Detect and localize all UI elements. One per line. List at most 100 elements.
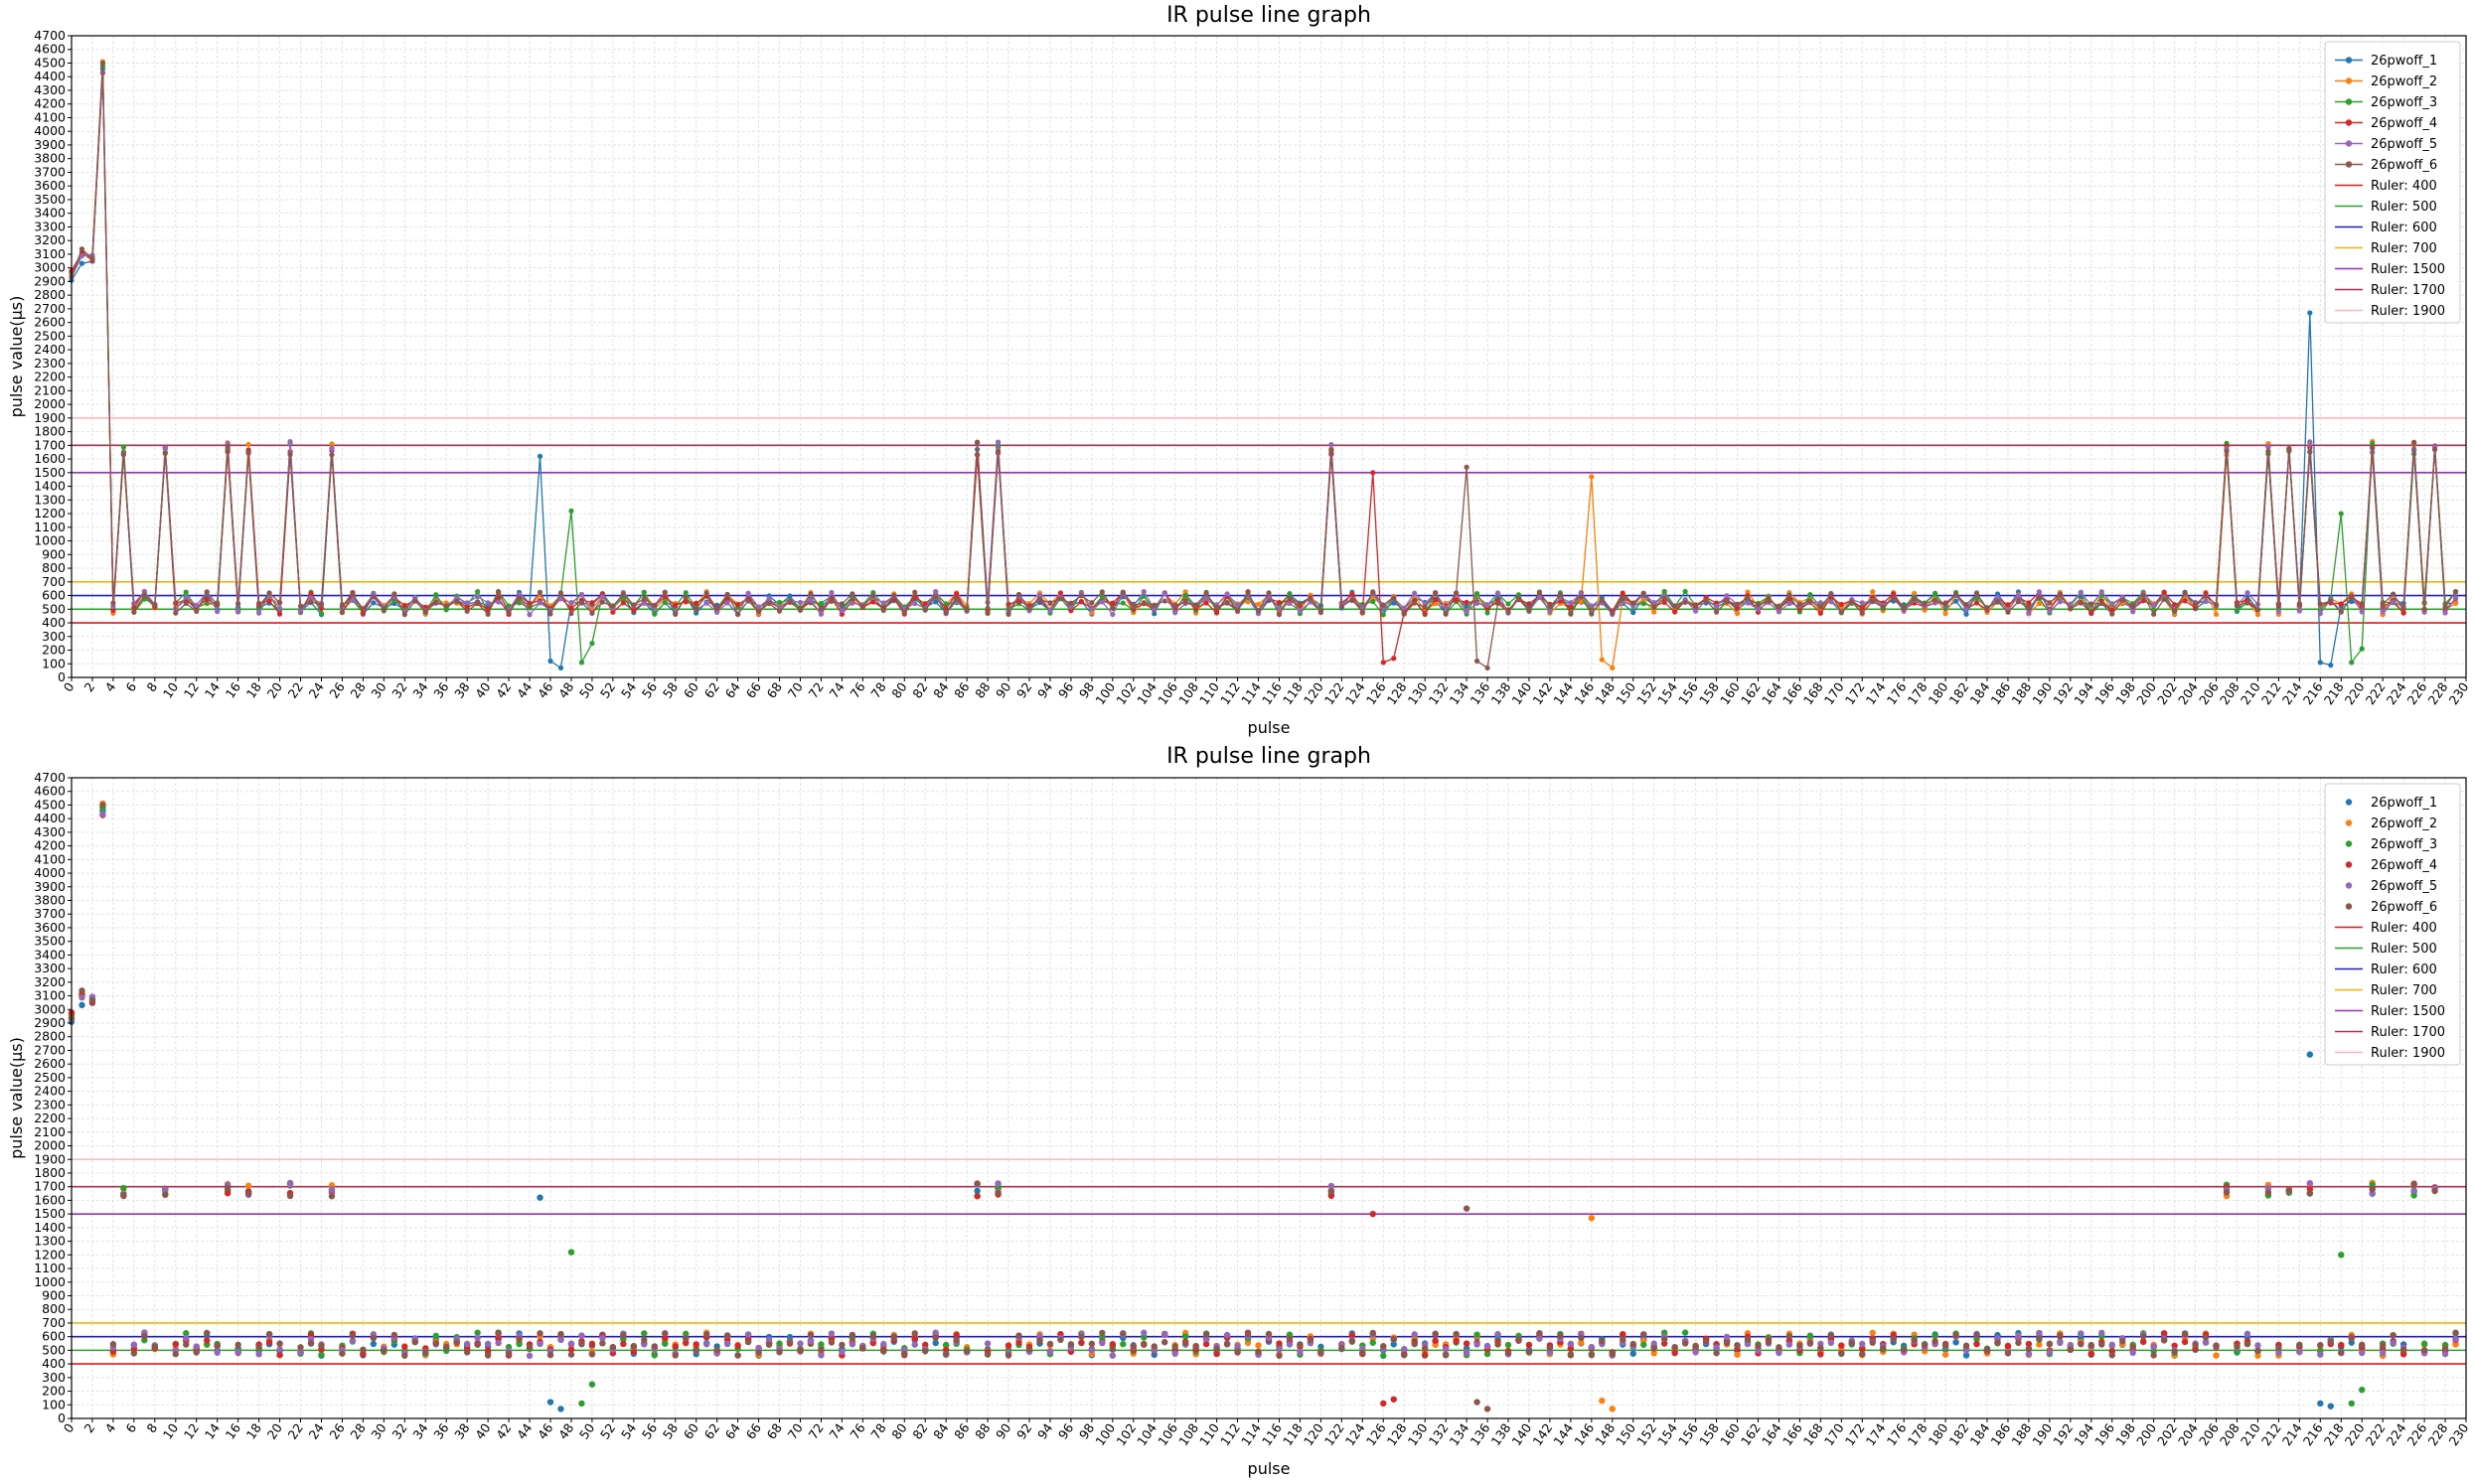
point-26pwoff_6 <box>1046 1340 1054 1348</box>
y-ticks: 0100200300400500600700800900100011001200… <box>34 28 72 684</box>
point-26pwoff_5 <box>2036 1330 2043 1337</box>
point-26pwoff_6 <box>2192 1342 2199 1349</box>
point-26pwoff_6 <box>2243 1340 2251 1348</box>
point-26pwoff_6 <box>1922 601 1928 607</box>
point-26pwoff_5 <box>1536 1335 1543 1342</box>
point-26pwoff_6 <box>2161 596 2167 602</box>
y-tick-label: 4600 <box>34 784 66 799</box>
point-26pwoff_3 <box>2234 607 2241 614</box>
y-tick-label: 3300 <box>34 961 66 975</box>
point-26pwoff_6 <box>78 246 85 252</box>
x-tick-label: 150 <box>1613 1420 1638 1448</box>
point-26pwoff_5 <box>235 608 241 614</box>
x-tick-label: 30 <box>368 1420 388 1442</box>
legend-label: 26pwoff_5 <box>2371 879 2437 894</box>
x-tick-label: 98 <box>1076 679 1097 701</box>
x-tick-label: 64 <box>722 1420 743 1442</box>
point-26pwoff_5 <box>2026 610 2032 616</box>
y-tick-label: 2700 <box>34 301 66 316</box>
point-26pwoff_6 <box>2202 1334 2210 1341</box>
point-26pwoff_2 <box>2036 600 2042 607</box>
legend-swatch-marker <box>2345 861 2353 868</box>
point-26pwoff_6 <box>2275 604 2281 610</box>
point-26pwoff_6 <box>1276 612 1283 618</box>
point-26pwoff_5 <box>1068 604 1074 610</box>
point-26pwoff_4 <box>1109 1341 1117 1348</box>
point-26pwoff_6 <box>1338 1344 1345 1352</box>
point-26pwoff_6 <box>463 1349 471 1356</box>
x-tick-label: 220 <box>2342 1420 2368 1448</box>
x-tick-label: 68 <box>764 679 785 701</box>
point-26pwoff_5 <box>1223 1331 1231 1339</box>
point-26pwoff_6 <box>422 609 428 615</box>
point-26pwoff_6 <box>2130 603 2136 609</box>
y-tick-label: 400 <box>42 1356 66 1371</box>
x-tick-label: 34 <box>409 1420 430 1442</box>
x-tick-label: 230 <box>2445 1420 2471 1448</box>
y-tick-label: 0 <box>58 1410 66 1425</box>
point-26pwoff_6 <box>1036 596 1043 602</box>
point-26pwoff_6 <box>714 606 720 612</box>
point-26pwoff_3 <box>1181 1333 1189 1340</box>
point-26pwoff_4 <box>2026 600 2032 606</box>
x-tick-label: 126 <box>1363 679 1389 707</box>
point-26pwoff_6 <box>109 1341 117 1348</box>
point-26pwoff_5 <box>829 589 835 596</box>
point-26pwoff_2 <box>1942 611 1948 617</box>
y-tick-label: 4600 <box>34 42 66 57</box>
point-26pwoff_5 <box>2264 1184 2272 1192</box>
y-tick-label: 4500 <box>34 797 66 812</box>
point-26pwoff_6 <box>2015 599 2022 605</box>
point-26pwoff_5 <box>2390 1339 2397 1347</box>
point-26pwoff_3 <box>1370 599 1376 605</box>
point-26pwoff_6 <box>995 1189 1002 1196</box>
point-26pwoff_5 <box>2296 608 2302 614</box>
point-26pwoff_6 <box>1838 1349 1845 1357</box>
point-26pwoff_6 <box>2307 449 2313 455</box>
point-26pwoff_6 <box>2421 606 2427 612</box>
y-tick-label: 1500 <box>34 465 66 480</box>
point-26pwoff_5 <box>349 1337 357 1345</box>
point-26pwoff_1 <box>547 658 553 665</box>
point-26pwoff_5 <box>1234 1343 1241 1350</box>
point-26pwoff_6 <box>1796 601 1802 608</box>
point-26pwoff_4 <box>1203 600 1209 606</box>
point-26pwoff_6 <box>1370 589 1376 595</box>
point-26pwoff_6 <box>2338 609 2344 615</box>
x-tick-label: 206 <box>2196 679 2222 707</box>
point-26pwoff_6 <box>1734 1342 1741 1349</box>
point-26pwoff_5 <box>1234 602 1241 608</box>
y-tick-label: 2300 <box>34 1097 66 1112</box>
point-26pwoff_6 <box>297 1344 304 1351</box>
x-tick-label: 102 <box>1113 679 1139 707</box>
point-26pwoff_6 <box>360 1346 367 1354</box>
point-26pwoff_6 <box>1557 592 1563 598</box>
point-26pwoff_6 <box>1681 1340 1689 1347</box>
point-26pwoff_3 <box>1483 1350 1491 1358</box>
y-tick-label: 2400 <box>34 1084 66 1099</box>
point-26pwoff_2 <box>2213 1352 2220 1359</box>
point-26pwoff_6 <box>818 606 825 612</box>
point-26pwoff_6 <box>1599 597 1605 603</box>
point-26pwoff_6 <box>2098 600 2104 607</box>
x-tick-label: 180 <box>1926 679 1951 707</box>
legend-label: 26pwoff_2 <box>2371 74 2437 89</box>
axes-frame <box>71 35 2467 678</box>
point-26pwoff_5 <box>1287 600 1293 606</box>
point-26pwoff_6 <box>1952 1332 1959 1339</box>
point-26pwoff_2 <box>2452 600 2459 607</box>
point-26pwoff_3 <box>2338 1252 2345 1259</box>
point-26pwoff_6 <box>2327 1339 2334 1346</box>
point-26pwoff_6 <box>2046 1340 2054 1348</box>
point-26pwoff_2 <box>1599 1397 1606 1405</box>
point-26pwoff_4 <box>1432 1337 1439 1344</box>
point-26pwoff_4 <box>204 1337 211 1344</box>
point-26pwoff_5 <box>1713 603 1720 609</box>
point-26pwoff_5 <box>2129 1349 2136 1357</box>
point-26pwoff_6 <box>1796 1342 1803 1349</box>
point-26pwoff_6 <box>1223 1341 1231 1348</box>
point-26pwoff_6 <box>1494 1341 1501 1348</box>
x-tick-label: 218 <box>2321 679 2347 707</box>
x-tick-label: 140 <box>1508 1420 1534 1448</box>
point-26pwoff_6 <box>1807 598 1813 604</box>
